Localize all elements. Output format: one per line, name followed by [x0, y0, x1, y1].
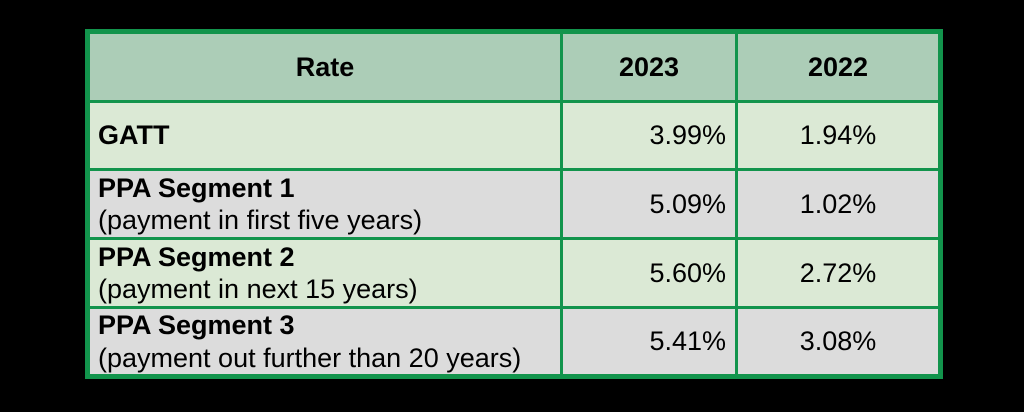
pension-rates-table: Rate 2023 2022 GATT 3.99% 1.94% PPA Segm…	[85, 29, 943, 379]
row-label-ppa-segment-1: PPA Segment 1 (payment in first five yea…	[90, 171, 560, 237]
row-label-text: GATT	[98, 120, 170, 151]
row-label-ppa-segment-3: PPA Segment 3 (payment out further than …	[90, 309, 560, 374]
row-label-subtext: (payment in next 15 years)	[98, 274, 418, 304]
row-label-gatt: GATT	[90, 103, 560, 168]
ppa-segment-2-value-2022: 2.72%	[738, 240, 938, 306]
row-label-ppa-segment-2: PPA Segment 2 (payment in next 15 years)	[90, 240, 560, 306]
row-label-text: PPA Segment 2	[98, 241, 295, 272]
gatt-value-2023: 3.99%	[563, 103, 735, 168]
gatt-value-2022: 1.94%	[738, 103, 938, 168]
ppa-segment-2-value-2023: 5.60%	[563, 240, 735, 306]
column-header-rate: Rate	[90, 34, 560, 100]
ppa-segment-1-value-2022: 1.02%	[738, 171, 938, 237]
column-header-2022: 2022	[738, 34, 938, 100]
ppa-segment-3-value-2023: 5.41%	[563, 309, 735, 374]
row-label-text: PPA Segment 1	[98, 172, 295, 203]
row-label-text: PPA Segment 3	[98, 310, 295, 341]
ppa-segment-1-value-2023: 5.09%	[563, 171, 735, 237]
row-label-subtext: (payment in first five years)	[98, 205, 423, 235]
column-header-2023: 2023	[563, 34, 735, 100]
ppa-segment-3-value-2022: 3.08%	[738, 309, 938, 374]
row-label-subtext: (payment out further than 20 years)	[98, 342, 522, 373]
